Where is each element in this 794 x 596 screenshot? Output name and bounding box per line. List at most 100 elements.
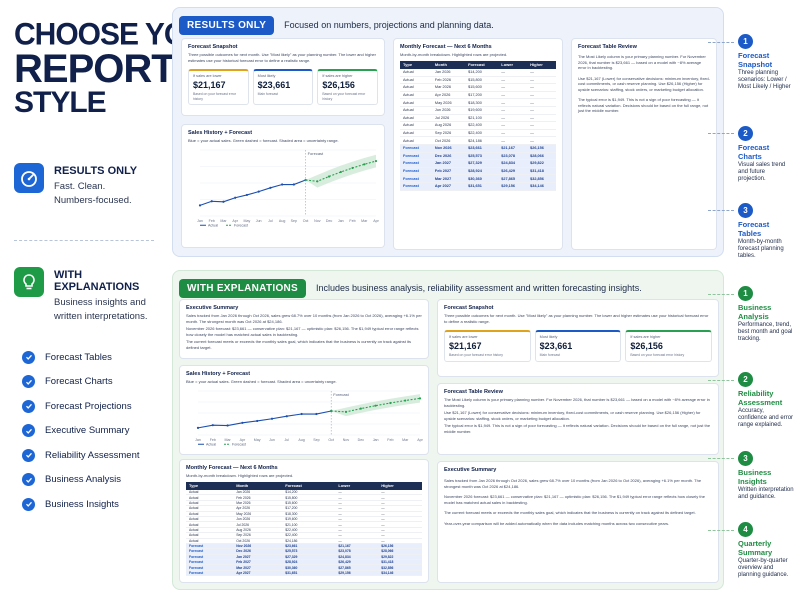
x-tick-label: Dec <box>326 219 333 223</box>
table-cell: — <box>527 76 556 85</box>
table-cell: Feb 2027 <box>233 559 283 566</box>
table-cell: Jul 2026 <box>233 521 283 528</box>
table-cell: — <box>335 489 379 496</box>
table-cell: $15,800 <box>282 494 336 501</box>
data-point <box>374 159 378 162</box>
data-point <box>374 404 377 407</box>
data-point <box>330 409 333 412</box>
table-row: Actual Apr 2026 $17,200— — <box>186 505 422 512</box>
option-desc-1: Business insights and <box>54 297 146 308</box>
table-cell: — <box>378 527 422 534</box>
table-row: Actual Jan 2026 $14,200— — <box>186 489 422 496</box>
monthly-forecast-table-2: Type Month Forecast Lower Higher Actual Jan 20… <box>186 481 422 577</box>
table-row: Actual Feb 2026 $15,800— — <box>186 494 422 501</box>
table-row: Actual Apr 2026 $17,200— — <box>400 91 556 100</box>
table-header: Higher <box>378 481 422 490</box>
table-cell: Actual <box>400 91 432 100</box>
table-header: Type <box>400 60 432 69</box>
data-point <box>234 196 237 199</box>
step-business-insights: 3 Business Insights Written interpretati… <box>728 451 794 501</box>
table-cell: Dec 2026 <box>431 152 466 161</box>
table-cell: Forecast <box>400 152 432 161</box>
table-cell: — <box>378 511 422 517</box>
x-tick-label: Oct <box>328 438 334 442</box>
x-tick-label: Dec <box>358 438 365 442</box>
table-cell: $24,186 <box>282 538 336 544</box>
option-results-only[interactable]: RESULTS ONLY Fast. Clean. Numbers-focuse… <box>14 163 137 208</box>
table-cell: — <box>335 538 379 544</box>
x-tick-label: Jan <box>195 438 201 442</box>
table-cell: $30,360 <box>465 174 499 183</box>
table-cell: — <box>498 76 528 85</box>
x-tick-label: Jul <box>268 219 273 223</box>
table-cell: — <box>498 106 528 115</box>
x-tick-label: Oct <box>303 219 309 223</box>
lightbulb-icon <box>14 267 44 297</box>
table-cell: — <box>378 521 422 528</box>
table-cell: $21,167 <box>335 543 379 550</box>
option-desc-2: written interpretations. <box>54 311 148 322</box>
table-cell: Forecast <box>400 182 432 191</box>
option-with-explanations[interactable]: WITH EXPLANATIONS Business insights and … <box>14 267 168 324</box>
results-only-panel: RESULTS ONLY Focused on numbers, project… <box>172 7 724 257</box>
table-row: Actual Feb 2026 $15,800— — <box>400 76 556 85</box>
table-cell: — <box>335 521 379 528</box>
table-cell: May 2026 <box>233 511 283 517</box>
table-row: Actual Aug 2026 $22,400— — <box>186 527 422 534</box>
data-point <box>269 186 272 189</box>
table-cell: — <box>378 489 422 496</box>
table-cell: — <box>335 511 379 517</box>
x-tick-label: Nov <box>314 219 321 223</box>
table-cell: Forecast <box>400 159 432 168</box>
table-cell: — <box>335 494 379 501</box>
data-point <box>198 203 202 206</box>
data-point <box>245 193 249 196</box>
table-cell: Actual <box>186 489 234 496</box>
snapshot-lower: If sales are lower $21,167 Based on your… <box>444 330 531 362</box>
table-row: Actual Oct 2026 $24,186— — <box>400 136 556 145</box>
table-cell: — <box>527 106 556 115</box>
table-cell: Apr 2026 <box>233 505 283 512</box>
table-cell: Feb 2027 <box>431 167 466 176</box>
table-cell: $27,329 <box>282 554 336 561</box>
data-point <box>315 412 318 415</box>
table-cell: Oct 2026 <box>233 538 283 544</box>
table-row: Actual May 2026 $18,300— — <box>186 511 422 517</box>
forecast-snapshot-card-2: Forecast Snapshot Three possible outcome… <box>437 299 719 377</box>
table-row: Forecast Feb 2027 $28,924 $26,429 $31,418 <box>186 559 422 566</box>
executive-summary-card-right: Executive Summary Sales tracked from Jan… <box>437 461 719 583</box>
table-cell: Nov 2026 <box>233 543 283 550</box>
table-cell: Jan 2027 <box>233 554 283 561</box>
table-row: Forecast Jan 2027 $27,329 $24,834 $29,822 <box>186 554 422 561</box>
table-cell: Oct 2026 <box>431 136 466 145</box>
table-cell: Forecast <box>400 144 432 153</box>
table-cell: $28,924 <box>465 167 499 176</box>
table-cell: Jan 2027 <box>431 159 466 168</box>
table-header: Forecast <box>282 481 336 490</box>
table-header: Higher <box>527 60 556 69</box>
data-point <box>418 396 422 399</box>
data-point <box>404 398 407 402</box>
table-cell: Forecast <box>186 554 234 561</box>
table-cell: $23,078 <box>335 548 379 555</box>
monthly-forecast-card: Monthly Forecast — Next 6 Months Month-b… <box>393 38 563 250</box>
forecast-review-card-2: Forecast Table Review The Most Likely co… <box>437 383 719 455</box>
x-tick-label: Jan <box>338 219 344 223</box>
table-cell: $26,156 <box>527 144 556 153</box>
table-cell: — <box>527 121 556 130</box>
table-row: Actual Mar 2026 $15,600— — <box>186 500 422 507</box>
table-header: Forecast <box>465 60 499 69</box>
table-cell: Aug 2026 <box>431 121 466 130</box>
table-cell: — <box>527 136 556 145</box>
data-point <box>285 414 288 417</box>
table-cell: Actual <box>186 494 234 501</box>
x-tick-label: Mar <box>220 219 227 223</box>
table-cell: $22,400 <box>282 532 336 539</box>
table-cell: Jan 2026 <box>233 489 283 496</box>
table-cell: $21,100 <box>282 521 336 528</box>
check-icon <box>22 448 35 462</box>
table-row: Forecast Mar 2027 $30,360 $27,865 $32,856 <box>400 174 556 183</box>
left-column: CHOOSE YOUR REPORTING STYLE RESULTS ONLY… <box>0 0 244 596</box>
table-cell: — <box>378 494 422 501</box>
table-cell: $32,856 <box>527 174 556 183</box>
